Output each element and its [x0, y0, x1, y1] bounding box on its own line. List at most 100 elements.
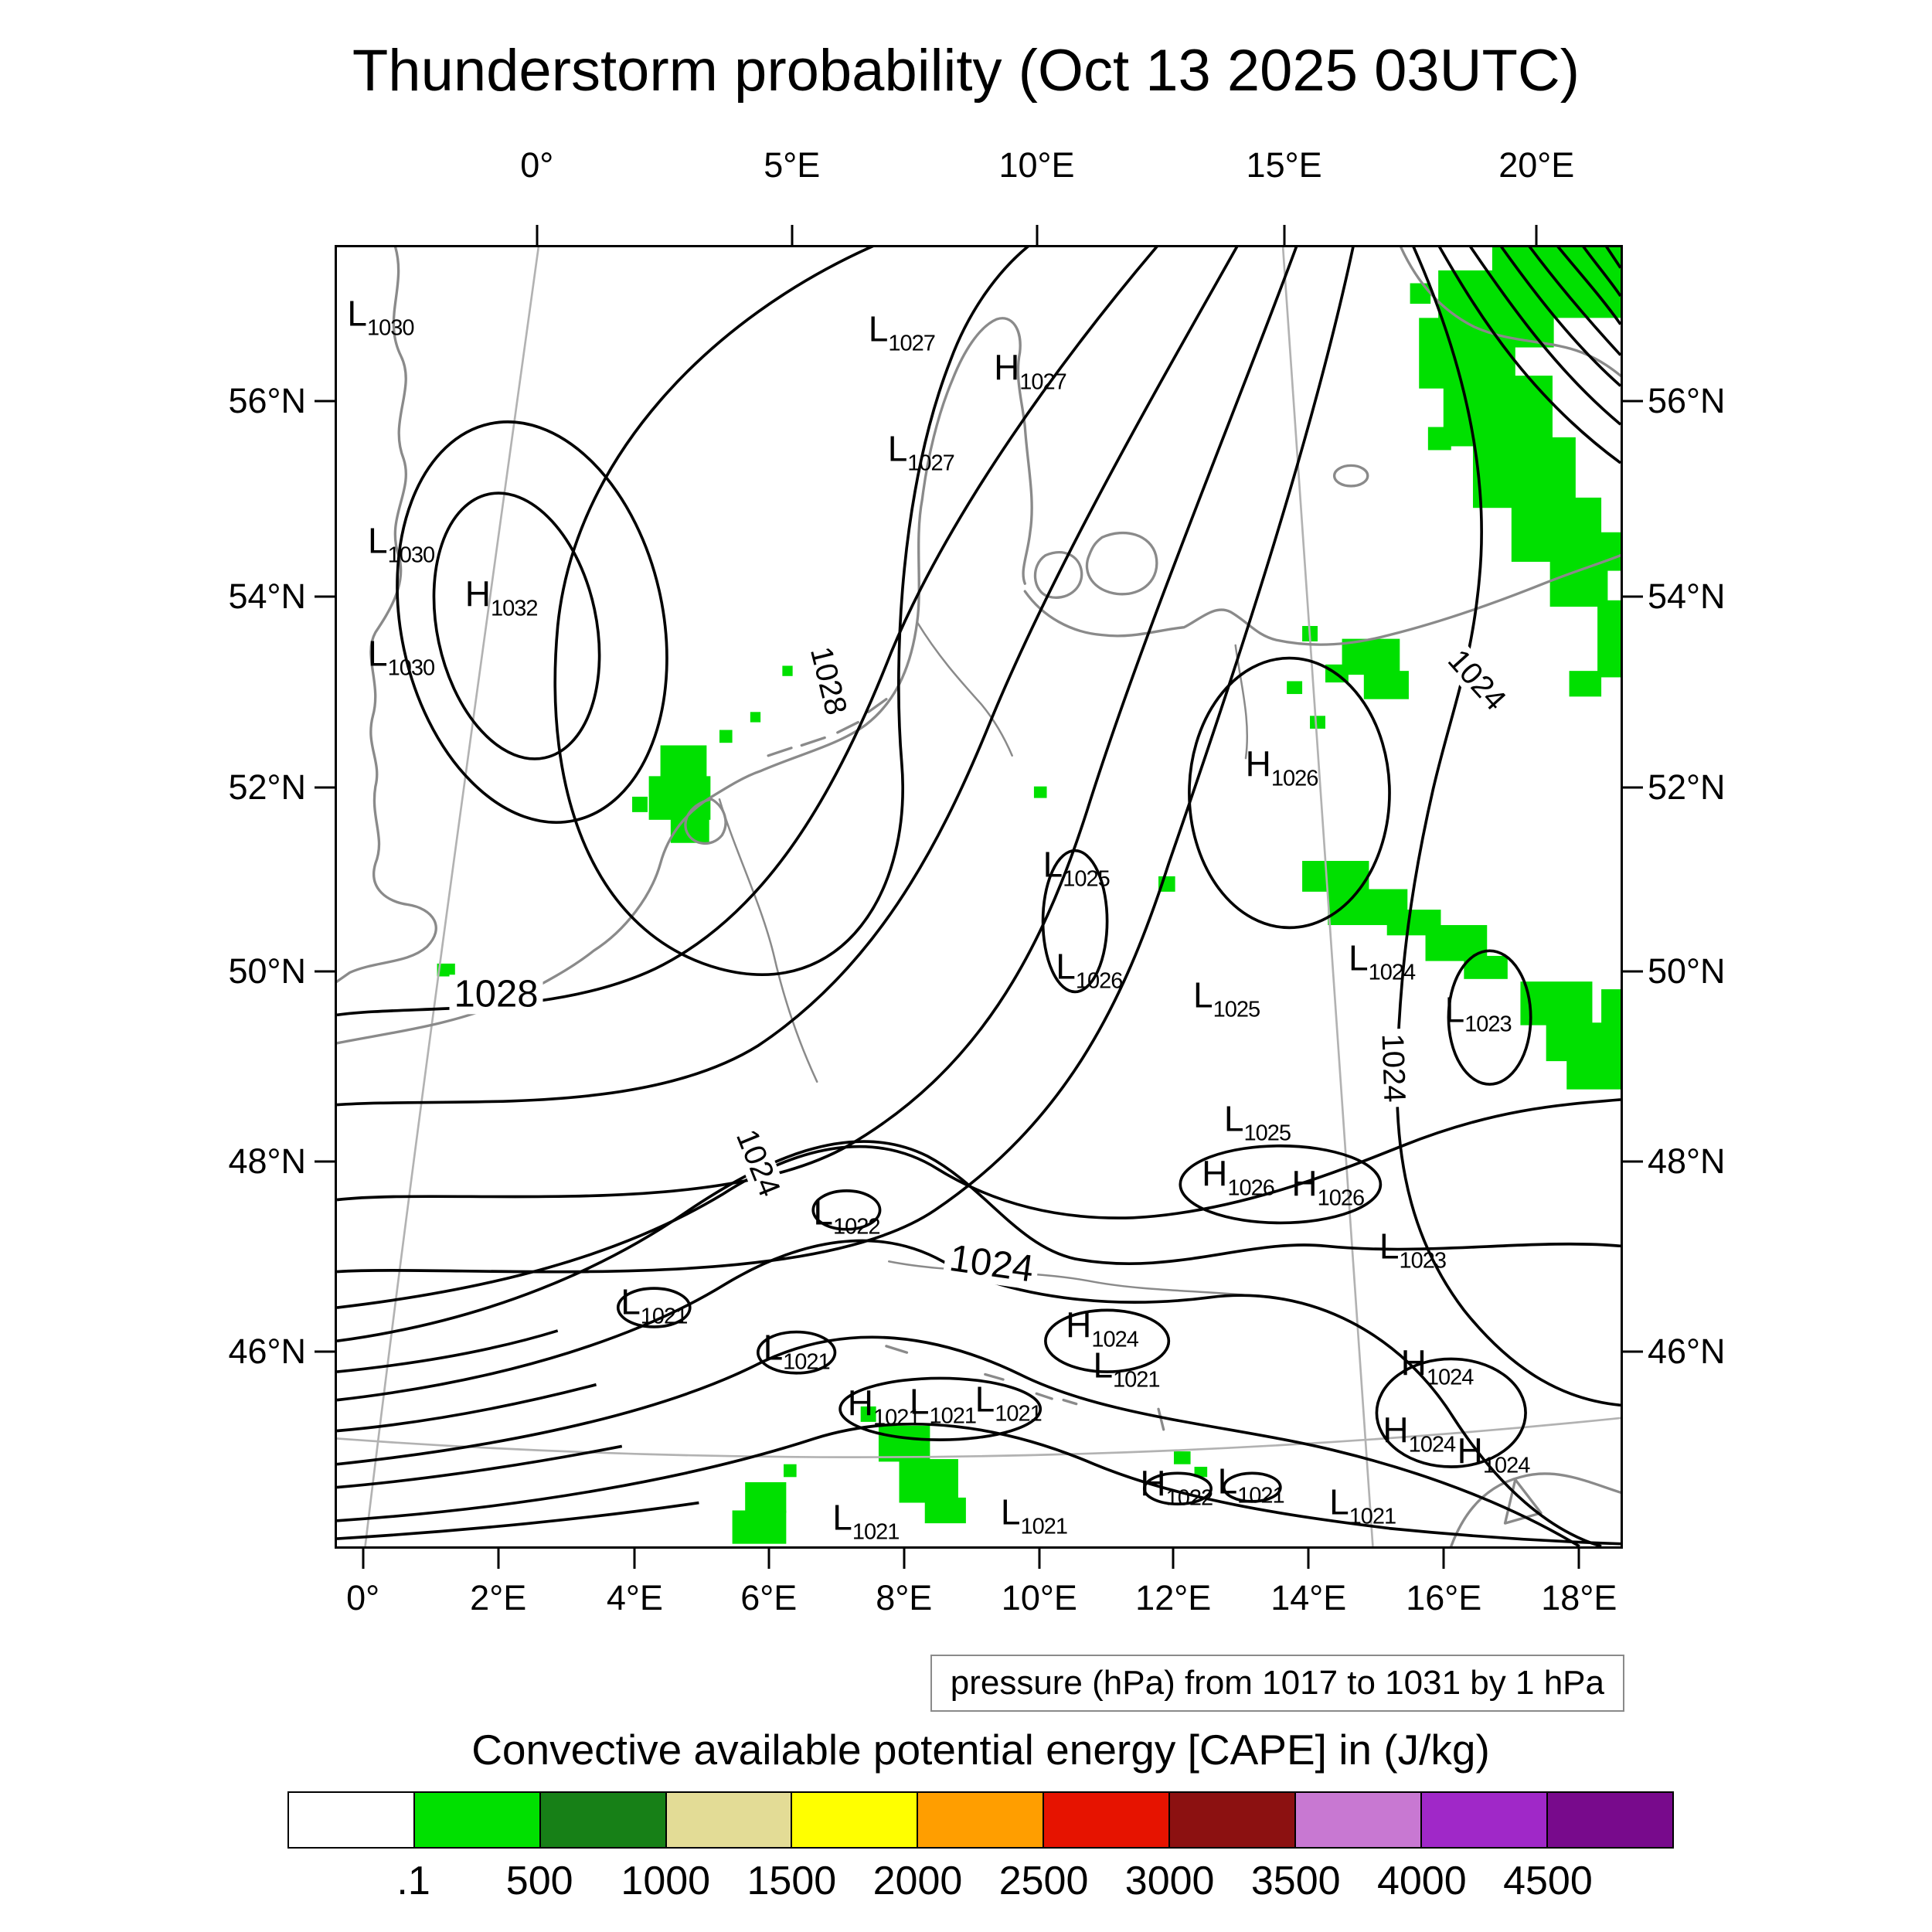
- axis-top-labels: 0° 5°E 10°E 15°E 20°E: [335, 145, 1623, 193]
- cape-patch: [1342, 638, 1400, 675]
- pressure-center-label: H1024: [1383, 1410, 1456, 1458]
- pressure-center-label: L1021: [763, 1327, 831, 1375]
- pressure-range-caption: pressure (hPa) from 1017 to 1031 by 1 hP…: [930, 1655, 1624, 1712]
- cape-patch: [719, 730, 733, 743]
- colorbar-cell: [917, 1791, 1045, 1849]
- cape-patch: [782, 665, 793, 676]
- pressure-center-label: L1021: [1093, 1345, 1160, 1393]
- colorbar-tick-label: 1500: [747, 1859, 837, 1903]
- pressure-center-label: L1021: [1329, 1481, 1396, 1529]
- axis-tick: [315, 970, 335, 973]
- axis-tick-label: 16°E: [1406, 1578, 1482, 1617]
- axis-tick: [536, 225, 539, 245]
- axis-tick-label: 52°N: [228, 767, 306, 807]
- pressure-center-label: L1023: [1444, 989, 1512, 1037]
- pressure-center-label: L1027: [887, 428, 955, 476]
- axis-tick-label: 8°E: [876, 1578, 933, 1617]
- graticule-lines: [337, 247, 1621, 1546]
- colorbar-cell: [1168, 1791, 1297, 1849]
- axis-tick-label: 2°E: [470, 1578, 527, 1617]
- axis-tick-label: 20°E: [1498, 145, 1575, 185]
- axis-tick: [1036, 225, 1038, 245]
- axis-tick: [1623, 595, 1643, 598]
- axis-right-ticks: [1623, 245, 1643, 1549]
- axis-left-ticks: [315, 245, 335, 1549]
- cape-patch: [784, 1464, 797, 1478]
- pressure-center-label: L1021: [909, 1381, 977, 1429]
- cape-patch: [1310, 716, 1325, 729]
- cape-patch: [745, 1481, 787, 1513]
- colorbar-tick-label: 3000: [1124, 1859, 1215, 1903]
- axis-tick-label: 46°N: [1648, 1332, 1726, 1372]
- pressure-center-label: L1021: [1217, 1461, 1285, 1509]
- map-canvas: L1030 L1027 H1027 L1027 L1030 H1032 L1030 H1026…: [337, 247, 1621, 1546]
- colorbar-cell: [1294, 1791, 1423, 1849]
- colorbar-cell: [1546, 1791, 1674, 1849]
- isobar-value-label: 1024: [942, 1237, 1041, 1291]
- axis-tick: [1623, 400, 1643, 403]
- colorbar-tick-labels: .1 500 1000 1500 2000 2500 3000 3500 4000 4500: [287, 1858, 1674, 1906]
- pressure-center-label: L1030: [367, 520, 435, 568]
- axis-tick-label: 0°: [520, 145, 554, 185]
- pressure-center-label: L1030: [347, 293, 414, 341]
- axis-tick: [315, 786, 335, 789]
- cape-patch: [1427, 427, 1451, 451]
- axis-tick-label: 10°E: [998, 145, 1075, 185]
- colorbar-cell: [539, 1791, 668, 1849]
- colorbar-cell: [1420, 1791, 1549, 1849]
- axis-tick: [1172, 1549, 1175, 1569]
- axis-bottom-labels: 0° 2°E 4°E 6°E 8°E 10°E 12°E 14°E 16°E 18°E: [335, 1578, 1623, 1626]
- cape-patch: [732, 1510, 787, 1544]
- pressure-center-label: L1023: [1379, 1226, 1447, 1274]
- cape-patch: [1597, 600, 1621, 678]
- axis-tick-label: 56°N: [1648, 381, 1726, 421]
- axis-tick: [497, 1549, 500, 1569]
- axis-tick: [633, 1549, 636, 1569]
- axis-tick: [315, 595, 335, 598]
- cape-patch: [648, 776, 711, 820]
- axis-tick-label: 14°E: [1270, 1578, 1347, 1617]
- pressure-center-label: L1021: [621, 1281, 688, 1329]
- axis-tick-label: 54°N: [228, 577, 306, 617]
- axis-tick-label: 52°N: [1648, 767, 1726, 807]
- axis-right-labels: 56°N 54°N 52°N 50°N 48°N 46°N: [1648, 245, 1879, 1549]
- axis-tick-label: 48°N: [1648, 1141, 1726, 1181]
- isobar-value-label: 1028: [449, 974, 543, 1015]
- axis-tick-label: 56°N: [228, 381, 306, 421]
- pressure-center-label: L1021: [975, 1379, 1043, 1427]
- contour-labels-layer: 1028 1024 1028 1024 1024 1024: [337, 247, 1621, 1546]
- cape-patch: [1601, 989, 1621, 1082]
- pressure-center-label: L1027: [868, 308, 936, 356]
- pressure-center-label: H1027: [994, 347, 1067, 395]
- colorbar-title: Convective available potential energy [C…: [471, 1726, 1490, 1774]
- axis-tick: [1307, 1549, 1310, 1569]
- cape-colorbar: [287, 1791, 1674, 1849]
- pressure-center-label: H1022: [1140, 1463, 1213, 1511]
- axis-tick-label: 50°N: [228, 951, 306, 991]
- cape-patch: [437, 963, 455, 977]
- pressure-center-label: L1025: [1223, 1098, 1291, 1146]
- pressure-center-label: H1026: [1291, 1163, 1365, 1211]
- cape-patch: [1302, 860, 1369, 892]
- isobar-lines: [337, 247, 1621, 1546]
- axis-tick-label: 4°E: [606, 1578, 663, 1617]
- axis-tick: [1283, 225, 1286, 245]
- axis-tick-label: 46°N: [228, 1332, 306, 1372]
- pressure-center-label: H1024: [1400, 1342, 1475, 1390]
- axis-tick-label: 15°E: [1246, 145, 1322, 185]
- axis-tick: [315, 1160, 335, 1163]
- isobar-value-label: 1024: [1375, 1029, 1412, 1108]
- pressure-center-label: L1021: [832, 1497, 900, 1545]
- axis-tick: [1623, 1350, 1643, 1353]
- axis-tick: [791, 225, 794, 245]
- cape-patch: [1569, 671, 1602, 697]
- axis-tick: [1623, 970, 1643, 973]
- pressure-center-label: H1024: [1066, 1304, 1139, 1352]
- isobar-value-label: 1024: [728, 1121, 788, 1206]
- axis-tick: [1577, 1549, 1580, 1569]
- axis-tick: [767, 1549, 770, 1569]
- map-frame: L1030 L1027 H1027 L1027 L1030 H1032 L1030 H1026…: [335, 245, 1623, 1549]
- colorbar-tick-label: 2000: [872, 1859, 963, 1903]
- colorbar-cell: [665, 1791, 793, 1849]
- axis-tick-label: 54°N: [1648, 577, 1726, 617]
